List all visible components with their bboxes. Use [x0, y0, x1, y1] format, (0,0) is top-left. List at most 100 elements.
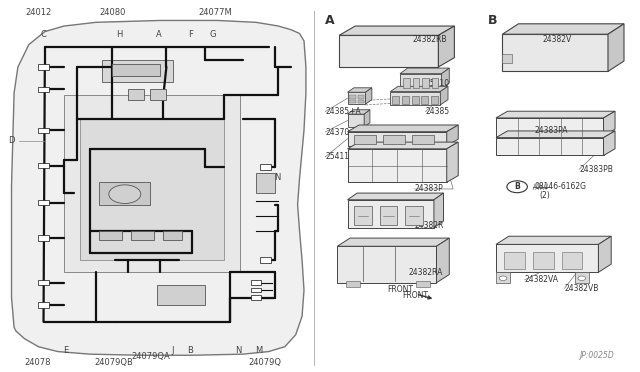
Polygon shape: [348, 125, 458, 132]
Polygon shape: [447, 125, 458, 146]
Text: 25410: 25410: [426, 79, 450, 88]
Polygon shape: [365, 88, 372, 104]
Text: 24079QA: 24079QA: [131, 352, 170, 360]
Circle shape: [578, 276, 586, 280]
Polygon shape: [390, 86, 448, 92]
Polygon shape: [502, 34, 608, 71]
Bar: [354, 206, 372, 225]
Text: 24080: 24080: [99, 8, 125, 17]
Polygon shape: [348, 142, 458, 149]
Polygon shape: [604, 131, 615, 155]
Text: 24385: 24385: [426, 107, 450, 116]
Text: H: H: [116, 30, 122, 39]
Polygon shape: [434, 193, 444, 228]
Bar: [38, 64, 49, 70]
Text: 08146-6162G: 08146-6162G: [534, 182, 586, 191]
Polygon shape: [496, 118, 604, 136]
Bar: [251, 288, 261, 292]
Polygon shape: [348, 92, 365, 104]
Bar: [432, 78, 438, 88]
Text: 24383PA: 24383PA: [534, 126, 568, 135]
Polygon shape: [339, 26, 454, 35]
Text: J: J: [172, 346, 174, 355]
Text: E: E: [63, 346, 68, 355]
Polygon shape: [604, 111, 615, 136]
Bar: [403, 78, 410, 88]
Bar: [260, 257, 271, 263]
Bar: [413, 78, 419, 88]
Bar: [251, 295, 261, 300]
Text: A: A: [156, 30, 161, 39]
Bar: [38, 87, 49, 92]
Polygon shape: [400, 74, 442, 89]
Bar: [157, 285, 205, 305]
Text: D: D: [8, 136, 14, 145]
Bar: [421, 96, 428, 104]
Text: F: F: [188, 30, 193, 39]
Bar: [38, 163, 49, 168]
Bar: [380, 206, 397, 225]
Text: 24385+A: 24385+A: [325, 107, 361, 116]
Text: 24382R: 24382R: [415, 221, 444, 230]
Polygon shape: [496, 272, 510, 283]
Bar: [412, 135, 434, 144]
Bar: [38, 128, 49, 133]
Bar: [99, 182, 150, 205]
Bar: [358, 95, 364, 99]
Polygon shape: [438, 26, 454, 67]
Polygon shape: [364, 110, 370, 127]
Bar: [38, 235, 49, 241]
Text: 25411: 25411: [325, 153, 349, 161]
Bar: [38, 200, 49, 205]
Bar: [416, 281, 430, 287]
Bar: [402, 96, 409, 104]
Polygon shape: [496, 131, 615, 138]
Bar: [251, 280, 261, 285]
Text: 24077M: 24077M: [198, 8, 232, 17]
Polygon shape: [348, 114, 364, 127]
Circle shape: [499, 276, 507, 280]
Bar: [358, 100, 364, 103]
Polygon shape: [502, 24, 624, 34]
Bar: [349, 95, 356, 99]
Text: M: M: [255, 346, 262, 355]
Bar: [38, 302, 49, 308]
Text: N: N: [274, 173, 280, 182]
Bar: [502, 54, 512, 63]
Text: FRONT: FRONT: [387, 285, 431, 299]
Polygon shape: [496, 236, 611, 244]
Text: JP:0025D: JP:0025D: [580, 351, 614, 360]
Text: B: B: [187, 346, 193, 355]
Bar: [422, 78, 429, 88]
Polygon shape: [442, 68, 449, 89]
Bar: [504, 252, 525, 269]
Bar: [431, 96, 438, 104]
Text: A: A: [324, 14, 335, 27]
Bar: [150, 89, 166, 100]
Text: 24382RA: 24382RA: [408, 268, 443, 277]
Polygon shape: [496, 138, 604, 155]
Bar: [64, 95, 240, 272]
Text: 24383PB: 24383PB: [579, 165, 613, 174]
Bar: [412, 96, 419, 104]
Bar: [163, 231, 182, 240]
Circle shape: [507, 181, 527, 193]
Polygon shape: [440, 86, 448, 105]
Polygon shape: [348, 200, 434, 228]
Polygon shape: [348, 132, 447, 146]
Text: 24382VB: 24382VB: [564, 284, 599, 293]
Text: B: B: [488, 14, 497, 27]
Text: 24370: 24370: [325, 128, 349, 137]
Bar: [38, 280, 49, 285]
Polygon shape: [575, 272, 589, 283]
Bar: [260, 164, 271, 170]
Polygon shape: [390, 92, 440, 105]
Bar: [256, 173, 275, 193]
Polygon shape: [348, 149, 447, 182]
Polygon shape: [337, 238, 449, 246]
Bar: [102, 60, 173, 82]
Bar: [131, 231, 154, 240]
Text: 24078: 24078: [24, 358, 51, 367]
Text: 24382RB: 24382RB: [413, 35, 447, 44]
Text: FRONT: FRONT: [402, 291, 428, 300]
